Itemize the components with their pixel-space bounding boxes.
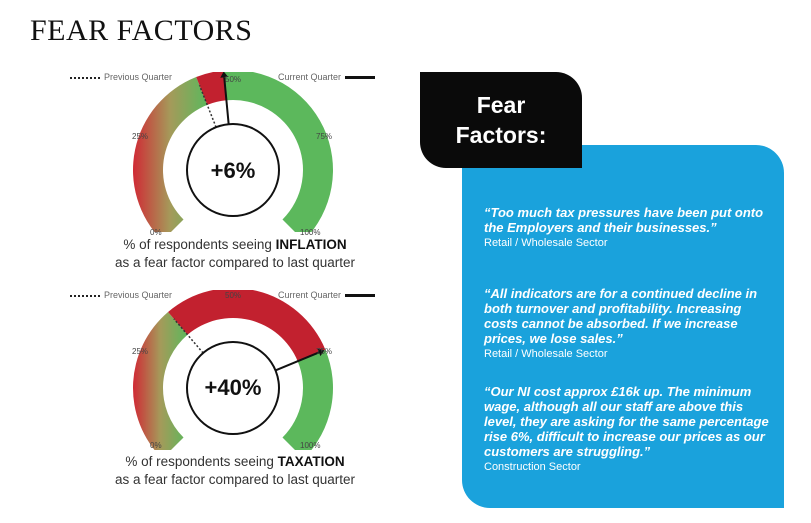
- quote-text: “Too much tax pressures have been put on…: [484, 205, 764, 235]
- tick-75: 75%: [316, 132, 333, 141]
- quote-sector: Construction Sector: [484, 461, 581, 473]
- tick-25: 25%: [132, 347, 149, 356]
- gauge-track-before: [133, 311, 188, 450]
- gauge-track-after: [223, 72, 333, 232]
- quote-3: “Our NI cost approx £16k up. The minimum…: [484, 384, 774, 473]
- panel-heading: Fear Factors:: [420, 72, 582, 168]
- legend-previous: Previous Quarter: [70, 290, 172, 300]
- gauge-caption: % of respondents seeing INFLATION as a f…: [114, 237, 356, 270]
- dotted-line-icon: [70, 294, 100, 297]
- gauge-track-after: [282, 349, 334, 450]
- gauge-value: +40%: [204, 375, 262, 400]
- current-quarter-marker: [223, 77, 231, 131]
- tick-0: 0%: [150, 228, 162, 237]
- quote-sector: Retail / Wholesale Sector: [484, 348, 608, 360]
- quote-sector: Retail / Wholesale Sector: [484, 237, 608, 249]
- current-arrow-head: [220, 72, 229, 78]
- gauge-dial: [133, 290, 334, 450]
- tick-50: 50%: [225, 291, 242, 300]
- gauge-center-circle: [186, 341, 280, 435]
- gauge-center-circle: [186, 123, 280, 217]
- page-title: FEAR FACTORS: [30, 14, 253, 47]
- gauge-change-band: [196, 72, 227, 105]
- solid-line-icon: [345, 76, 376, 80]
- current-quarter-marker: [269, 351, 320, 374]
- solid-line-icon: [345, 294, 376, 298]
- inflation-gauge: Previous Quarter Current Quarter 0% 25% …: [60, 72, 410, 302]
- dotted-line-icon: [70, 76, 100, 79]
- quote-2: “All indicators are for a continued decl…: [484, 286, 774, 360]
- quote-1: “Too much tax pressures have been put on…: [484, 205, 774, 249]
- gauge-caption: % of respondents seeing TAXATION as a fe…: [114, 454, 356, 487]
- legend-current: Current Quarter: [278, 290, 376, 300]
- gauge-track-before: [133, 77, 208, 232]
- gauge-change-band: [168, 290, 326, 362]
- tick-100: 100%: [300, 441, 321, 450]
- gauge-dial: [133, 72, 333, 232]
- legend-previous: Previous Quarter: [70, 72, 172, 82]
- tick-75: 75%: [316, 347, 333, 356]
- quote-text: “All indicators are for a continued decl…: [484, 286, 758, 346]
- tick-0: 0%: [150, 441, 162, 450]
- quote-text: “Our NI cost approx £16k up. The minimum…: [484, 384, 769, 459]
- current-arrow-head: [317, 348, 325, 357]
- gauge-value: +6%: [210, 158, 256, 183]
- tick-50: 50%: [225, 75, 242, 84]
- legend-current: Current Quarter: [278, 72, 376, 82]
- quotes-panel: [462, 145, 784, 508]
- tick-100: 100%: [300, 228, 321, 237]
- tick-25: 25%: [132, 132, 149, 141]
- taxation-gauge: Previous Quarter Current Quarter 0% 25% …: [60, 290, 410, 520]
